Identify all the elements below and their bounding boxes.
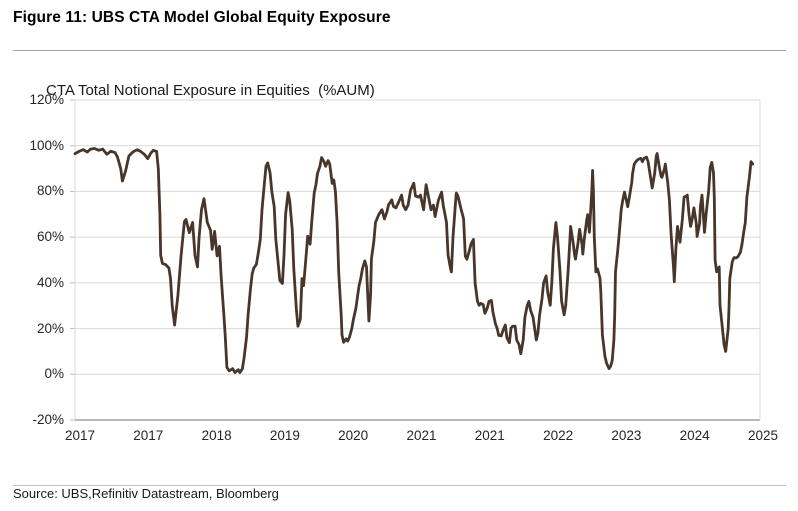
figure-title: Figure 11: UBS CTA Model Global Equity E… [13,9,391,26]
x-axis-label: 2021 [474,428,505,443]
x-axis-label: 2024 [679,428,710,443]
y-axis-label: 20% [36,320,64,336]
y-axis-label: 120% [29,92,64,107]
y-axis-label: 0% [44,366,64,382]
x-axis-label: 2018 [201,428,232,443]
title-divider [13,50,786,51]
x-axis-label: 2017 [133,428,164,443]
y-axis-label: 40% [36,274,64,290]
exposure-line [73,147,755,374]
y-axis-label: 100% [29,137,64,153]
x-axis-label: 2022 [543,428,574,443]
source-text: Source: UBS,Refinitiv Datastream, Bloomb… [13,486,279,501]
x-axis-label: 2017 [64,428,96,443]
chart-title: CTA Total Notional Exposure in Equities … [46,82,375,99]
x-axis-label: 2023 [611,428,642,443]
x-axis-label: 2021 [406,428,437,443]
y-axis-label: -20% [32,412,64,427]
x-axis-label: 2025 [747,428,779,443]
source-divider [13,485,786,486]
y-axis-label: 60% [36,229,64,245]
x-axis-label: 2019 [269,428,300,443]
y-axis-label: 80% [36,183,64,199]
x-axis-label: 2020 [338,428,369,443]
